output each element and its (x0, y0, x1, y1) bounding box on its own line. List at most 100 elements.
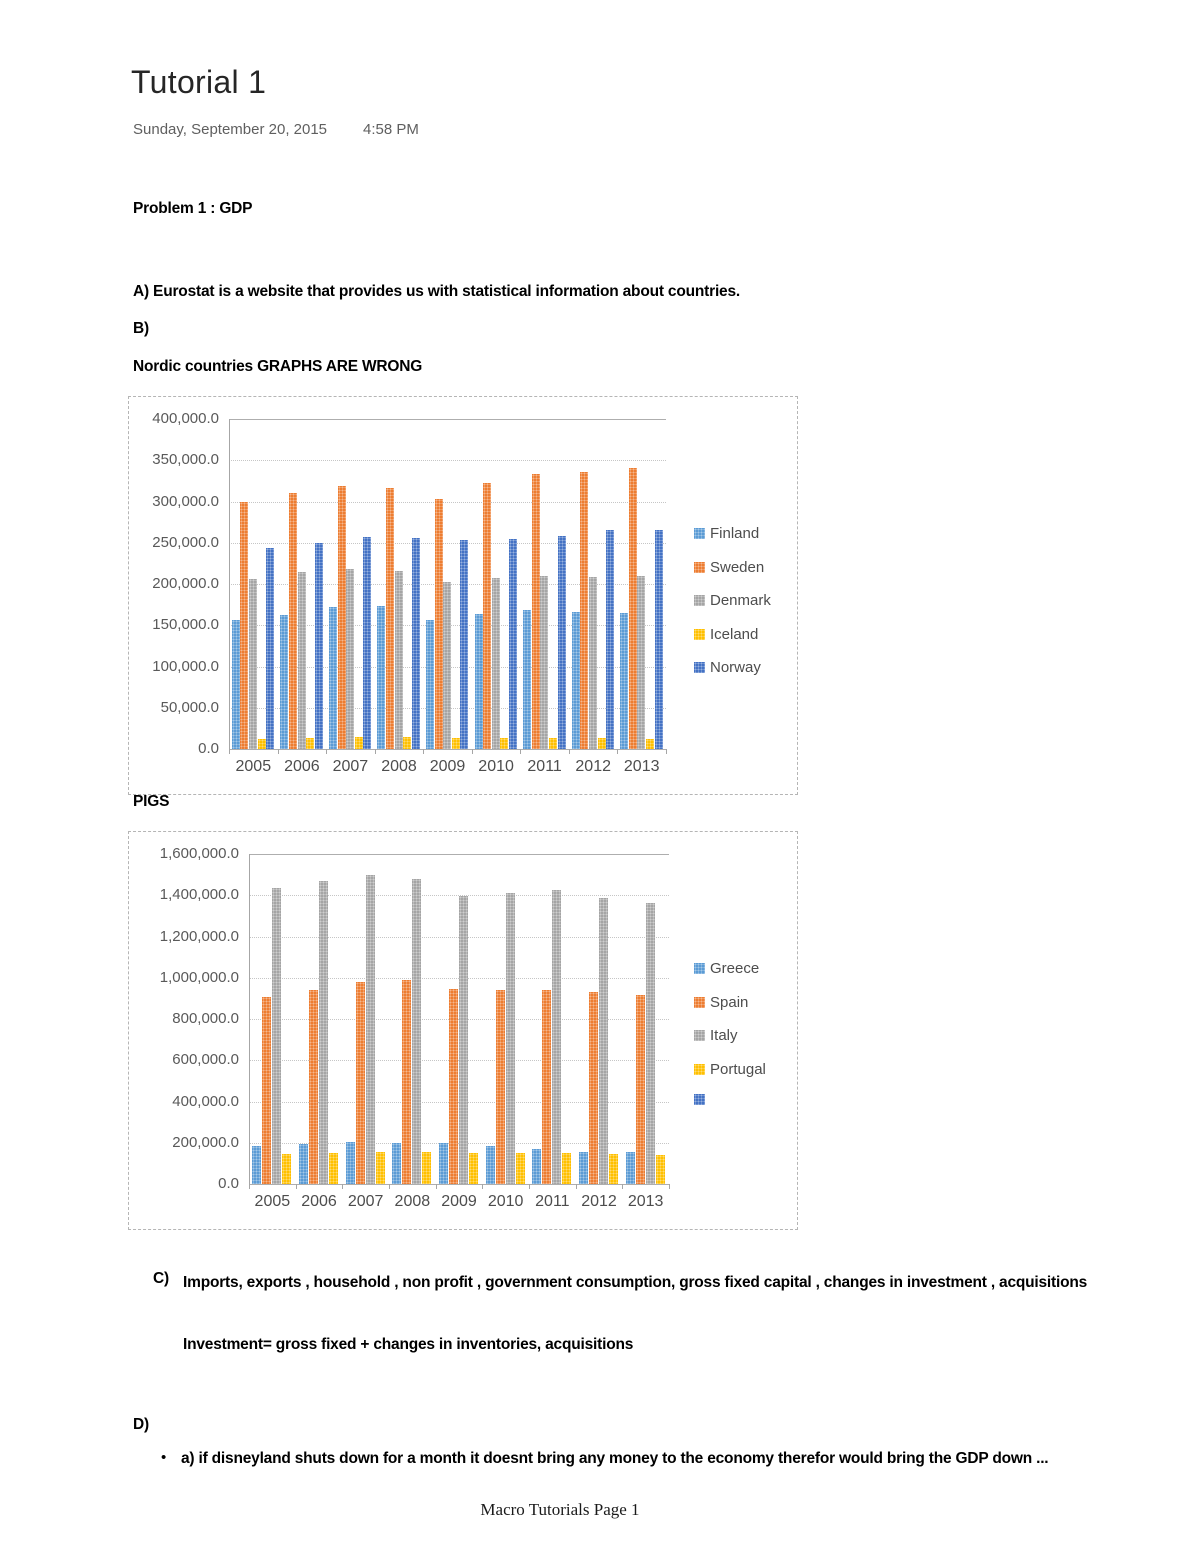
bar-norway-2008 (411, 537, 420, 749)
y-axis-tick-label: 50,000.0 (160, 698, 219, 716)
bar-iceland-2005 (257, 739, 266, 749)
bar-sweden-2013 (628, 467, 637, 749)
x-axis-tick (249, 1184, 250, 1189)
italy-color-swatch-icon (694, 1030, 705, 1041)
y-axis-tick-label: 100,000.0 (152, 657, 219, 675)
bar-italy-2008 (412, 879, 422, 1184)
problem-heading: Problem 1 : GDP (133, 200, 253, 217)
gridline (229, 542, 666, 544)
bar-italy-2005 (272, 888, 282, 1184)
bar-italy-2010 (505, 892, 515, 1184)
x-axis-tick (568, 749, 570, 754)
bar-portugal-2011 (562, 1153, 572, 1184)
pigs-chart-caption: PIGS (133, 793, 170, 810)
sweden-color-swatch-icon (694, 561, 705, 573)
bar-norway-2011 (557, 536, 566, 749)
empty-color-swatch-icon (694, 1094, 705, 1105)
bar-spain-2012 (589, 992, 598, 1184)
bar-sweden-2008 (386, 487, 394, 749)
x-axis-tick (471, 749, 473, 754)
legend-item-italy: Italy (694, 1027, 738, 1044)
y-axis-tick-label: 200,000.0 (172, 1133, 239, 1151)
x-axis-year-label: 2007 (347, 1193, 384, 1210)
date-text: Sunday, September 20, 2015 (133, 121, 328, 138)
x-axis-year-label: 2010 (487, 1193, 524, 1210)
y-axis-tick-label: 1,000,000.0 (159, 968, 239, 986)
x-axis-year-label: 2013 (627, 1193, 664, 1210)
x-axis-tick (277, 749, 279, 754)
legend-label: Denmark (710, 592, 771, 609)
x-axis-year-label: 2007 (332, 758, 369, 775)
y-axis-tick-label: 800,000.0 (172, 1010, 239, 1027)
answer-a-text: A) Eurostat is a website that provides u… (133, 283, 741, 300)
bar-norway-2007 (363, 537, 372, 749)
bar-greece-2006 (299, 1143, 308, 1184)
bar-denmark-2008 (394, 570, 403, 749)
x-axis-year-label: 2006 (301, 1193, 337, 1210)
pigs-gdp-bar-chart: 0.0 200,000.0 400,000.0 600,000.0 800,000.0 1… (128, 831, 798, 1230)
bar-greece-2011 (532, 1149, 542, 1184)
x-axis-tick (666, 749, 667, 754)
x-axis-tick (520, 749, 522, 754)
bar-finland-2012 (571, 612, 580, 749)
y-axis-tick-label: 200,000.0 (152, 575, 219, 592)
bar-sweden-2006 (288, 493, 297, 750)
y-axis-tick-label: 150,000.0 (152, 616, 219, 634)
x-axis-year-label: 2009 (429, 758, 466, 775)
legend-item-empty (694, 1094, 710, 1105)
x-axis-year-label: 2010 (478, 758, 514, 775)
x-axis-year-label: 2008 (381, 758, 417, 775)
bar-spain-2008 (402, 980, 412, 1184)
x-axis-year-label: 2009 (441, 1193, 477, 1210)
legend-item-denmark: Denmark (694, 592, 771, 609)
bar-finland-2007 (328, 607, 337, 749)
x-axis-tick (342, 1184, 344, 1189)
bar-portugal-2009 (469, 1153, 478, 1184)
bar-portugal-2005 (282, 1154, 292, 1184)
bar-sweden-2010 (483, 483, 492, 749)
bar-sweden-2009 (434, 499, 443, 749)
bar-finland-2013 (620, 612, 629, 749)
x-axis-tick (575, 1184, 577, 1189)
bar-norway-2006 (314, 542, 323, 750)
x-axis-year-label: 2013 (623, 758, 660, 775)
y-axis-tick-label: 300,000.0 (152, 492, 219, 510)
bar-finland-2006 (280, 614, 289, 749)
legend-label: Spain (710, 993, 749, 1011)
legend-item-greece: Greece (694, 960, 759, 977)
legend-item-portugal: Portugal (694, 1061, 766, 1078)
bar-greece-2005 (252, 1145, 262, 1184)
gridline (249, 895, 669, 897)
x-axis-tick (669, 1184, 670, 1189)
y-axis-tick-label: 400,000.0 (172, 1092, 239, 1110)
bar-greece-2010 (485, 1145, 495, 1184)
bar-norway-2012 (606, 530, 615, 749)
bar-iceland-2008 (403, 737, 412, 749)
y-axis-tick-label: 0.0 (218, 1175, 239, 1192)
y-axis-tick-label: 350,000.0 (152, 451, 219, 469)
x-axis-tick (374, 749, 376, 754)
time-text: 4:58 PM (363, 121, 419, 138)
investment-formula: Investment= gross fixed + changes in inv… (183, 1336, 634, 1353)
y-axis-line (229, 419, 230, 754)
legend-label: Portugal (710, 1060, 766, 1078)
y-axis-tick-label: 250,000.0 (152, 533, 219, 551)
bar-denmark-2012 (588, 576, 597, 749)
answer-d-label: D) (133, 1416, 149, 1433)
bar-italy-2013 (645, 902, 655, 1184)
bar-finland-2008 (377, 606, 386, 749)
legend-item-spain: Spain (694, 994, 748, 1011)
legend-label: Italy (710, 1027, 738, 1044)
bar-italy-2009 (459, 896, 468, 1184)
bar-italy-2012 (599, 897, 608, 1184)
gridline (249, 1184, 669, 1185)
bar-denmark-2011 (540, 575, 549, 750)
answer-d-bullet-text: a) if disneyland shuts down for a month … (181, 1450, 1049, 1467)
y-axis-tick-label: 1,600,000.0 (159, 845, 239, 862)
bar-greece-2012 (579, 1151, 588, 1184)
bar-spain-2007 (355, 981, 365, 1184)
bar-portugal-2013 (655, 1154, 665, 1184)
bar-finland-2010 (474, 613, 483, 749)
bar-spain-2013 (635, 994, 645, 1184)
greece-color-swatch-icon (694, 963, 705, 974)
